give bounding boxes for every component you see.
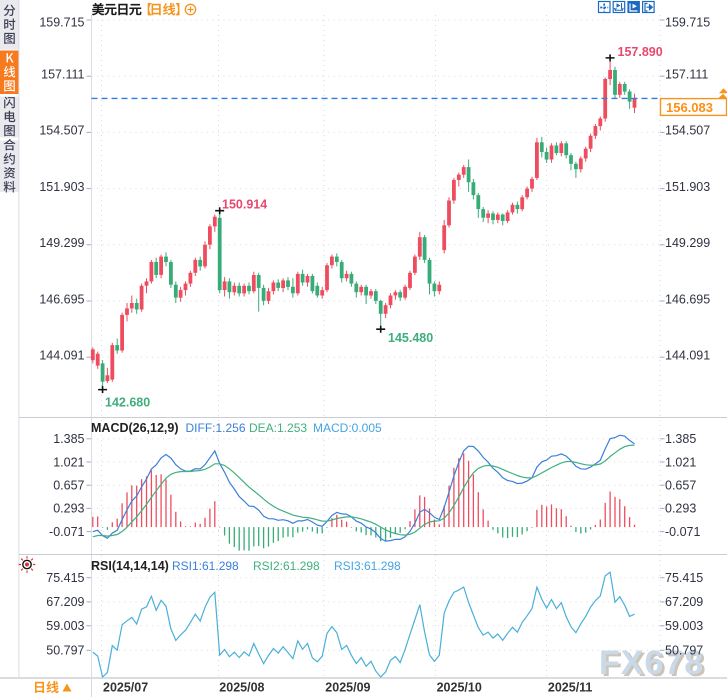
svg-text:67.209: 67.209 bbox=[46, 595, 84, 609]
svg-text:50.797: 50.797 bbox=[46, 644, 84, 658]
svg-text:MACD:0.005: MACD:0.005 bbox=[313, 421, 382, 435]
svg-text:75.415: 75.415 bbox=[46, 571, 84, 585]
svg-text:1.021: 1.021 bbox=[53, 455, 84, 469]
svg-text:157.890: 157.890 bbox=[618, 45, 663, 59]
svg-text:149.299: 149.299 bbox=[39, 236, 84, 250]
svg-text:157.111: 157.111 bbox=[665, 68, 708, 82]
svg-text:0.657: 0.657 bbox=[53, 479, 84, 493]
svg-text:59.003: 59.003 bbox=[665, 619, 703, 633]
svg-text:151.903: 151.903 bbox=[39, 180, 84, 194]
svg-text:RSI(14,14,14): RSI(14,14,14) bbox=[91, 559, 169, 573]
svg-text:159.715: 159.715 bbox=[39, 16, 84, 30]
svg-text:MACD(26,12,9): MACD(26,12,9) bbox=[91, 421, 179, 435]
svg-text:50.797: 50.797 bbox=[665, 644, 703, 658]
svg-text:151.903: 151.903 bbox=[665, 180, 710, 194]
svg-text:DIFF:1.256: DIFF:1.256 bbox=[186, 421, 246, 435]
svg-text:1.385: 1.385 bbox=[665, 432, 696, 446]
svg-text:154.507: 154.507 bbox=[665, 124, 710, 138]
svg-text:-0.071: -0.071 bbox=[665, 525, 700, 539]
svg-text:0.293: 0.293 bbox=[665, 502, 696, 516]
svg-text:0.293: 0.293 bbox=[53, 502, 84, 516]
svg-text:144.091: 144.091 bbox=[39, 349, 84, 363]
svg-text:145.480: 145.480 bbox=[388, 331, 433, 345]
svg-text:RSI2:61.298: RSI2:61.298 bbox=[253, 559, 320, 573]
svg-text:150.914: 150.914 bbox=[222, 198, 267, 212]
svg-text:149.299: 149.299 bbox=[665, 236, 710, 250]
svg-text:2025/09: 2025/09 bbox=[325, 681, 370, 695]
svg-text:1.021: 1.021 bbox=[665, 455, 696, 469]
svg-text:2025/08: 2025/08 bbox=[219, 681, 264, 695]
svg-text:146.695: 146.695 bbox=[39, 292, 84, 306]
svg-text:2025/07: 2025/07 bbox=[103, 681, 148, 695]
svg-text:156.083: 156.083 bbox=[666, 100, 713, 115]
svg-text:144.091: 144.091 bbox=[665, 349, 710, 363]
svg-text:146.695: 146.695 bbox=[665, 292, 710, 306]
svg-text:67.209: 67.209 bbox=[665, 595, 703, 609]
svg-text:154.507: 154.507 bbox=[39, 124, 84, 138]
svg-text:FX678: FX678 bbox=[599, 644, 704, 682]
svg-text:0.657: 0.657 bbox=[665, 479, 696, 493]
svg-text:142.680: 142.680 bbox=[105, 396, 150, 410]
svg-text:2025/11: 2025/11 bbox=[548, 681, 593, 695]
svg-text:157.111: 157.111 bbox=[41, 68, 84, 82]
svg-text:2025/10: 2025/10 bbox=[437, 681, 482, 695]
svg-text:75.415: 75.415 bbox=[665, 571, 703, 585]
svg-text:-0.071: -0.071 bbox=[49, 525, 84, 539]
svg-text:RSI3:61.298: RSI3:61.298 bbox=[334, 559, 401, 573]
svg-text:DEA:1.253: DEA:1.253 bbox=[249, 421, 307, 435]
svg-text:1.385: 1.385 bbox=[53, 432, 84, 446]
svg-text:RSI1:61.298: RSI1:61.298 bbox=[172, 559, 239, 573]
svg-text:59.003: 59.003 bbox=[46, 619, 84, 633]
svg-text:159.715: 159.715 bbox=[665, 16, 710, 30]
